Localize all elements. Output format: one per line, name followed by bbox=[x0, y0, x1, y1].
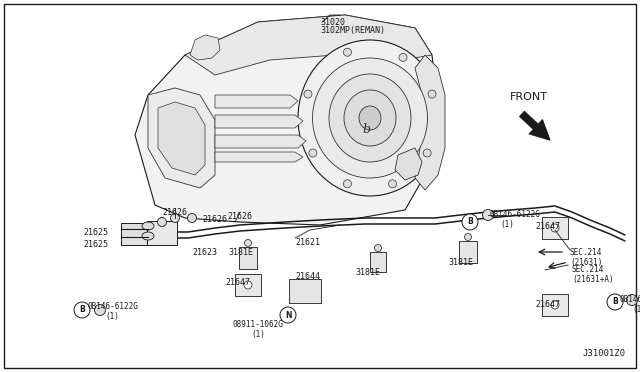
Text: b: b bbox=[362, 123, 370, 136]
Text: 21647: 21647 bbox=[535, 222, 560, 231]
Text: 0B146-6122G: 0B146-6122G bbox=[88, 302, 139, 311]
FancyBboxPatch shape bbox=[147, 221, 177, 245]
Ellipse shape bbox=[359, 106, 381, 130]
Polygon shape bbox=[215, 152, 303, 162]
Circle shape bbox=[95, 305, 106, 315]
Circle shape bbox=[170, 214, 179, 222]
Circle shape bbox=[423, 149, 431, 157]
Text: 0B146-6122G: 0B146-6122G bbox=[490, 210, 541, 219]
Text: 31020: 31020 bbox=[320, 18, 345, 27]
Text: 21647: 21647 bbox=[535, 300, 560, 309]
FancyBboxPatch shape bbox=[542, 294, 568, 316]
Text: N: N bbox=[285, 311, 291, 320]
Circle shape bbox=[374, 244, 381, 251]
Circle shape bbox=[304, 90, 312, 98]
Circle shape bbox=[244, 240, 252, 247]
Circle shape bbox=[462, 214, 478, 230]
Text: (21631): (21631) bbox=[570, 258, 602, 267]
FancyBboxPatch shape bbox=[542, 217, 568, 239]
Text: 21621: 21621 bbox=[295, 238, 320, 247]
Polygon shape bbox=[215, 95, 298, 108]
Text: B: B bbox=[467, 218, 473, 227]
Text: 21623: 21623 bbox=[192, 248, 217, 257]
Circle shape bbox=[551, 301, 559, 309]
Text: 21625: 21625 bbox=[83, 228, 108, 237]
Ellipse shape bbox=[142, 222, 154, 230]
Text: B: B bbox=[612, 298, 618, 307]
Ellipse shape bbox=[344, 90, 396, 146]
Polygon shape bbox=[158, 102, 205, 175]
Polygon shape bbox=[395, 148, 422, 180]
Circle shape bbox=[627, 295, 637, 305]
Text: 0B146-6122G: 0B146-6122G bbox=[620, 295, 640, 304]
FancyArrowPatch shape bbox=[520, 111, 550, 140]
Circle shape bbox=[74, 302, 90, 318]
Text: FRONT: FRONT bbox=[510, 92, 548, 102]
Text: 3181E: 3181E bbox=[355, 268, 380, 277]
Circle shape bbox=[344, 48, 351, 56]
Circle shape bbox=[607, 294, 623, 310]
Circle shape bbox=[388, 180, 397, 188]
FancyBboxPatch shape bbox=[459, 241, 477, 263]
Text: 21626: 21626 bbox=[202, 215, 227, 224]
Text: (1): (1) bbox=[632, 305, 640, 314]
Text: 3181E: 3181E bbox=[228, 248, 253, 257]
Circle shape bbox=[483, 209, 493, 221]
FancyBboxPatch shape bbox=[289, 279, 321, 303]
Text: (1): (1) bbox=[500, 220, 514, 229]
Polygon shape bbox=[148, 88, 215, 188]
FancyBboxPatch shape bbox=[370, 252, 386, 272]
Text: 08911-1062G: 08911-1062G bbox=[232, 320, 284, 329]
Circle shape bbox=[428, 90, 436, 98]
Text: (1): (1) bbox=[251, 330, 265, 339]
FancyBboxPatch shape bbox=[235, 274, 261, 296]
Polygon shape bbox=[415, 55, 445, 190]
Text: 21626: 21626 bbox=[227, 212, 253, 221]
Text: B: B bbox=[79, 305, 85, 314]
Text: 3181E: 3181E bbox=[448, 258, 473, 267]
Ellipse shape bbox=[298, 40, 442, 196]
Text: J31001Z0: J31001Z0 bbox=[582, 349, 625, 358]
Circle shape bbox=[188, 214, 196, 222]
Polygon shape bbox=[215, 135, 306, 148]
Polygon shape bbox=[185, 15, 432, 75]
Circle shape bbox=[244, 281, 252, 289]
Circle shape bbox=[157, 218, 166, 227]
Text: SEC.214: SEC.214 bbox=[572, 265, 604, 274]
Text: SEC.214: SEC.214 bbox=[570, 248, 602, 257]
Circle shape bbox=[344, 180, 351, 188]
Circle shape bbox=[309, 149, 317, 157]
Text: 3102MP(REMAN): 3102MP(REMAN) bbox=[320, 26, 385, 35]
Text: 21626: 21626 bbox=[163, 208, 188, 217]
FancyBboxPatch shape bbox=[121, 223, 147, 245]
Circle shape bbox=[465, 234, 472, 241]
Polygon shape bbox=[215, 115, 303, 128]
Ellipse shape bbox=[312, 58, 428, 178]
Circle shape bbox=[280, 307, 296, 323]
Circle shape bbox=[551, 224, 559, 232]
Text: 21625: 21625 bbox=[83, 240, 108, 249]
FancyBboxPatch shape bbox=[239, 247, 257, 269]
Circle shape bbox=[399, 53, 407, 61]
Polygon shape bbox=[190, 35, 220, 60]
Text: 21644: 21644 bbox=[295, 272, 320, 281]
Text: (21631+A): (21631+A) bbox=[572, 275, 614, 284]
Text: 21647: 21647 bbox=[225, 278, 250, 287]
Ellipse shape bbox=[329, 74, 411, 162]
Ellipse shape bbox=[142, 232, 154, 240]
Text: (1): (1) bbox=[105, 312, 119, 321]
Polygon shape bbox=[135, 15, 438, 225]
